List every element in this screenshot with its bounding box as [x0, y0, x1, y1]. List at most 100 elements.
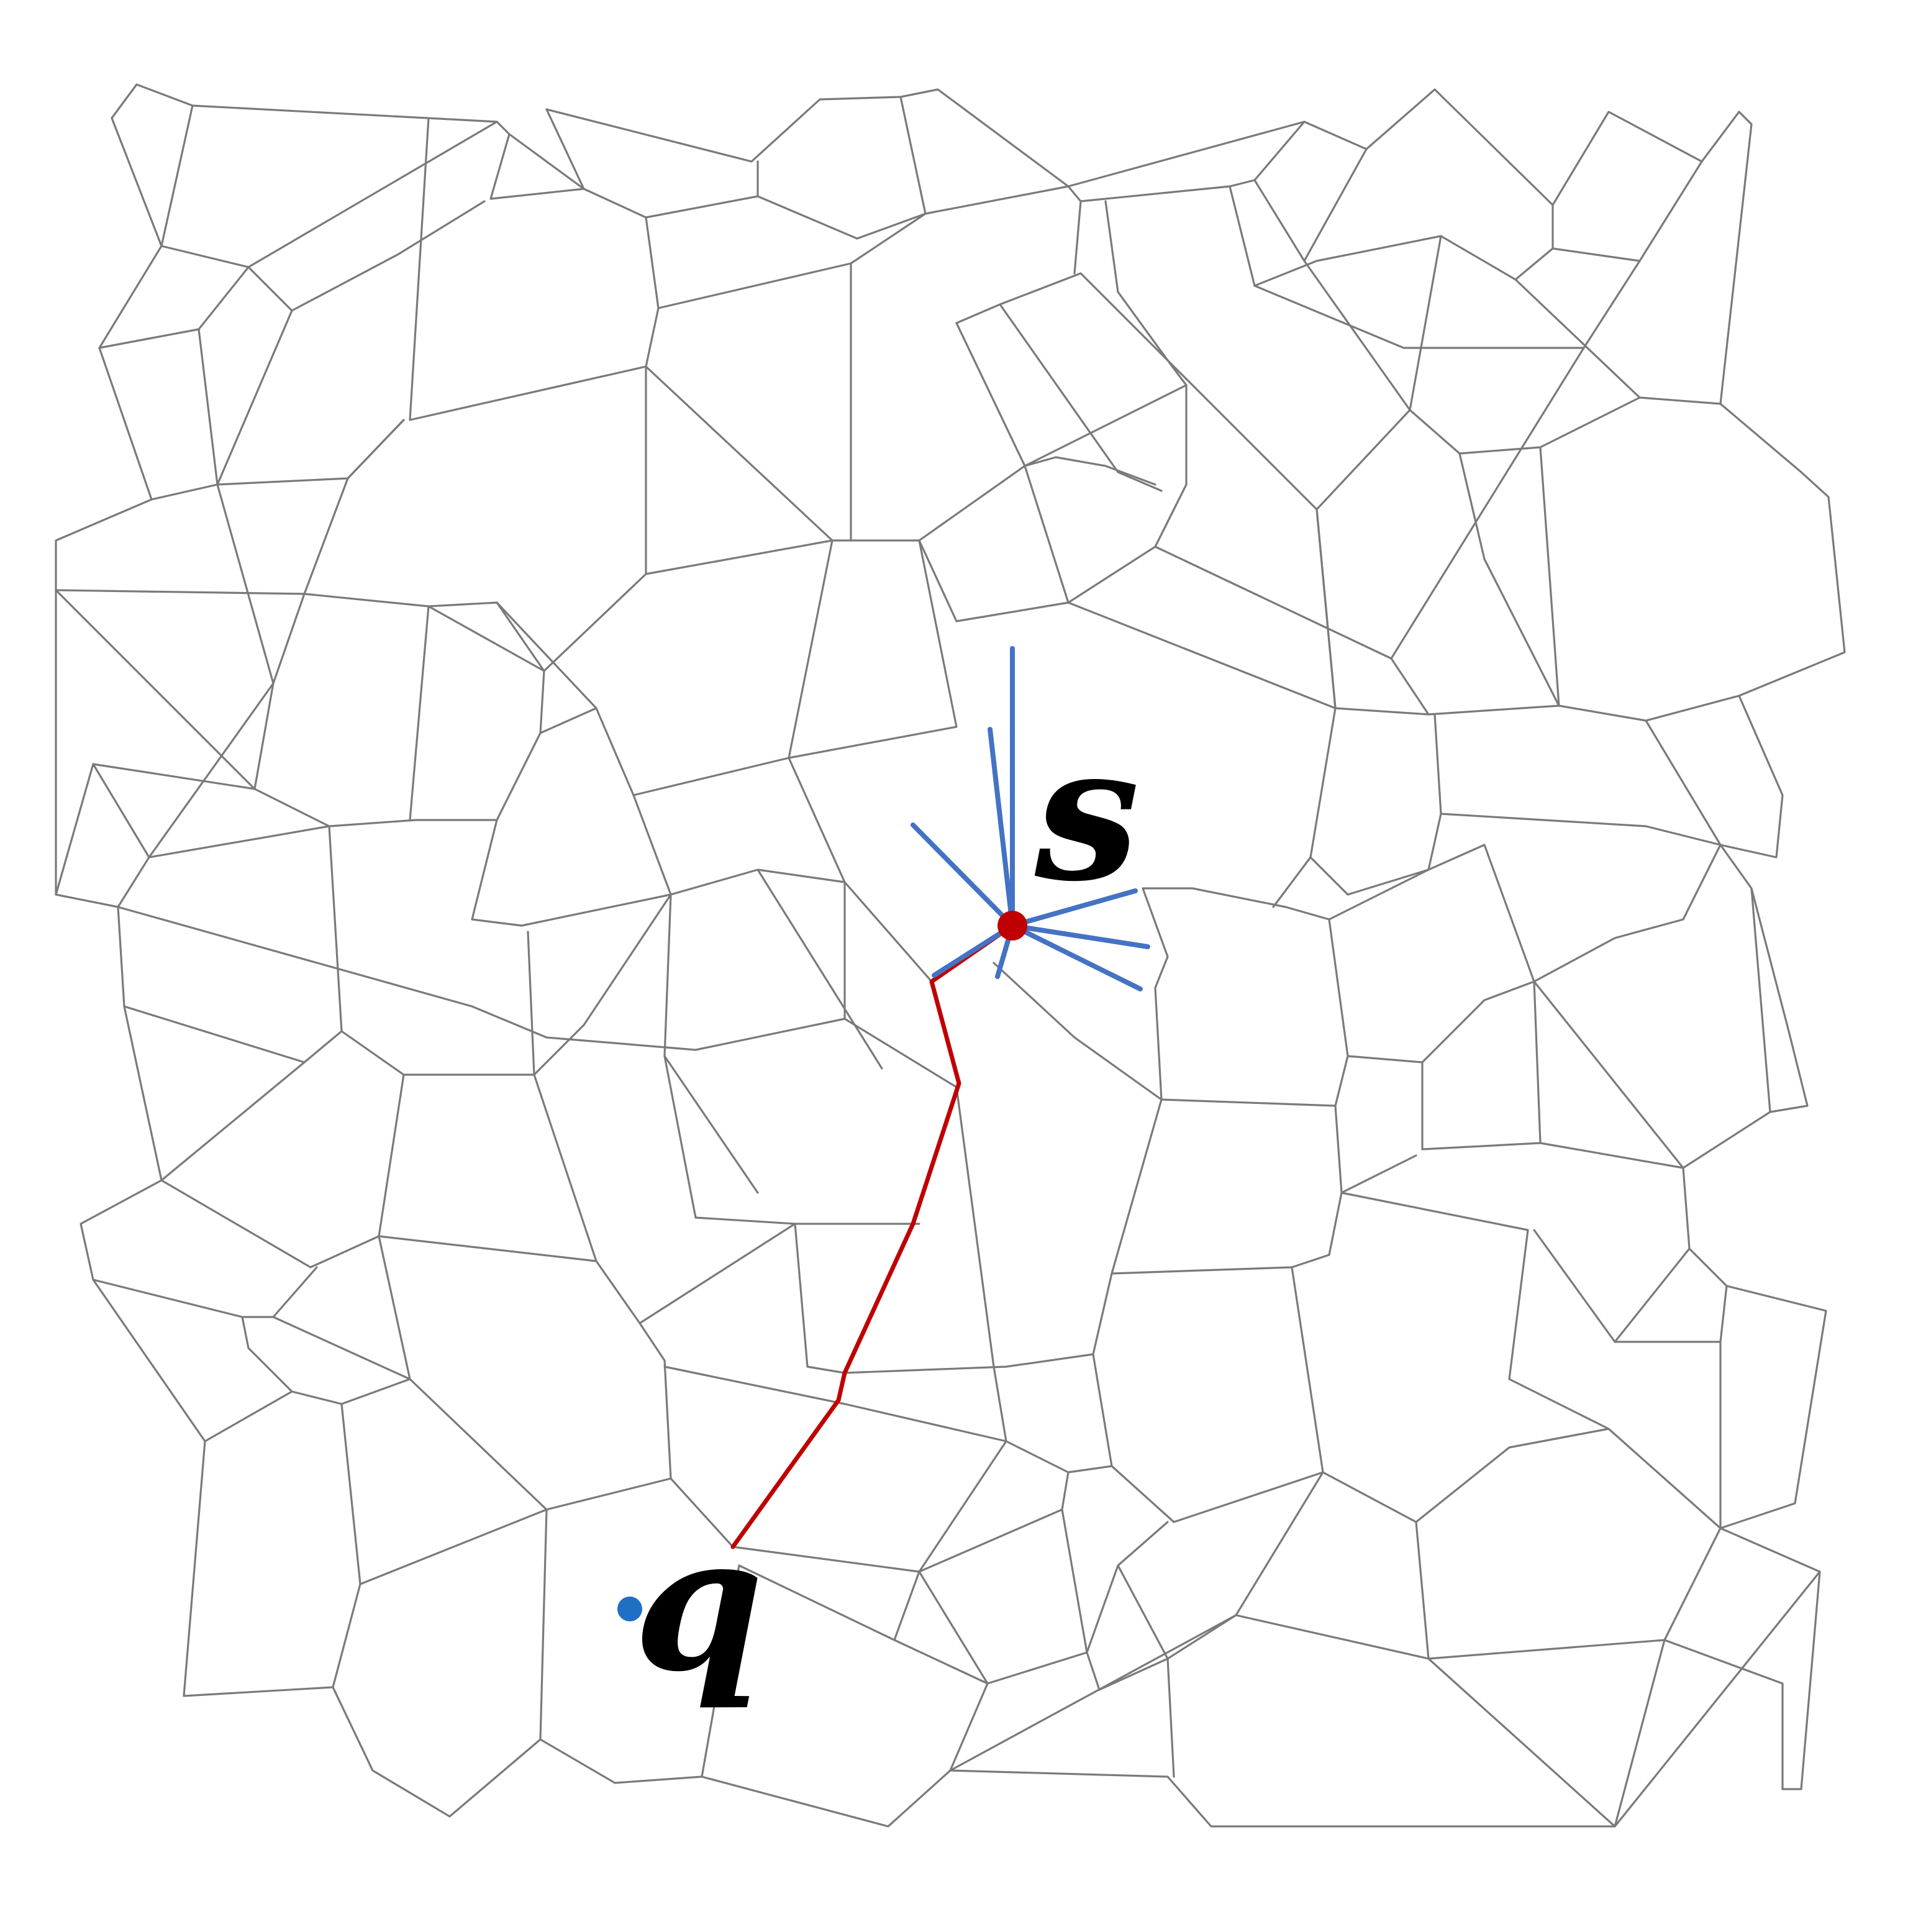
- mesh-edge: [1328, 1192, 1343, 1256]
- mesh-edge: [55, 856, 150, 908]
- mesh-edge: [508, 133, 660, 309]
- mesh-edge: [1427, 1527, 1722, 1660]
- mesh-edge: [632, 794, 796, 1225]
- mesh-edge: [92, 1235, 411, 1442]
- star-edge: [932, 923, 1015, 978]
- mesh-edge: [918, 384, 1188, 542]
- mesh-edge: [533, 1073, 597, 1262]
- mesh-edge: [918, 1508, 1063, 1573]
- mesh-edge: [183, 1440, 542, 1818]
- mesh-edge: [701, 1682, 989, 1828]
- shortest-path-line: [730, 923, 1015, 1549]
- mesh-edge: [409, 1378, 734, 1548]
- mesh-edge: [899, 96, 927, 215]
- mesh-edge: [1111, 1098, 1163, 1275]
- mesh-edge: [1117, 1564, 1175, 1778]
- mesh-edge: [955, 272, 1169, 362]
- mesh-edge: [999, 303, 1163, 492]
- mesh-edge: [241, 1316, 293, 1393]
- mesh-edge: [1347, 980, 1542, 1151]
- mesh-edge: [111, 117, 486, 312]
- mesh-edge: [272, 1316, 411, 1380]
- mesh-edge: [55, 477, 349, 595]
- mesh-edge: [55, 589, 545, 827]
- mesh-edge: [1614, 1285, 1728, 1343]
- mesh-edge: [1340, 1192, 1827, 1529]
- mesh-edge: [638, 1322, 672, 1480]
- mesh-edge: [409, 605, 430, 821]
- mesh-edge: [738, 1471, 1324, 1691]
- mesh-edge: [92, 1266, 318, 1318]
- mesh-edge: [1067, 601, 1337, 709]
- mesh-edge: [949, 1527, 1821, 1828]
- mesh-edge: [1409, 123, 1753, 455]
- mesh-edge: [1440, 695, 1784, 859]
- star-edge: [1010, 923, 1150, 949]
- mesh-edge: [955, 322, 1070, 604]
- mesh-edge: [993, 887, 1349, 1107]
- mesh-edge: [98, 245, 250, 349]
- mesh-edge: [788, 539, 834, 759]
- mesh-edge: [1079, 121, 1306, 203]
- query-label: q: [634, 1493, 764, 1713]
- mesh-edge: [533, 893, 672, 1076]
- mesh-edge: [1024, 456, 1156, 486]
- mesh-edge: [160, 104, 194, 247]
- mesh-edge: [80, 906, 163, 1281]
- mesh-edge: [1458, 452, 1560, 707]
- mesh-edge: [539, 707, 597, 734]
- mesh-edge: [1645, 719, 1722, 846]
- mesh-edge: [794, 1223, 1293, 1374]
- mesh-edge: [843, 881, 933, 983]
- mesh-edge: [1104, 200, 1188, 386]
- mesh-edge: [955, 1086, 1324, 1523]
- star-edge: [1010, 923, 1143, 991]
- source-label: s: [1032, 703, 1140, 923]
- mesh-edge: [98, 347, 405, 501]
- mesh-edge: [663, 1055, 759, 1194]
- source-point: [997, 911, 1027, 941]
- mesh-edge: [378, 1223, 920, 1324]
- mesh-edge: [645, 365, 834, 542]
- mesh-edge: [918, 1440, 1007, 1573]
- mesh-edge: [1235, 1521, 1430, 1660]
- mesh-edge: [117, 906, 846, 1051]
- mesh-edge: [1253, 260, 1641, 349]
- mesh-edge: [160, 1061, 405, 1269]
- mesh-edge: [1539, 446, 1560, 707]
- mesh-edge: [732, 1546, 989, 1685]
- mesh-edge: [1154, 545, 1392, 660]
- mesh-edge: [332, 1583, 361, 1688]
- mesh-edge: [663, 1365, 1007, 1442]
- mesh-edge: [1166, 179, 1411, 511]
- query-point: [617, 1597, 642, 1621]
- mesh-edge: [1334, 1105, 1417, 1194]
- mesh-edge: [496, 539, 958, 796]
- star-edge: [911, 822, 1015, 928]
- mesh-edge: [756, 868, 883, 1070]
- mesh-edge: [123, 931, 535, 1076]
- mesh-edge: [1061, 1471, 1169, 1654]
- mesh-edge: [893, 1570, 920, 1641]
- mesh-edge: [645, 195, 927, 240]
- mesh-edge: [949, 1614, 1237, 1772]
- mesh-edge: [1551, 160, 1703, 262]
- mesh-edge: [111, 83, 1753, 206]
- mesh-edge: [1092, 1353, 1113, 1467]
- mesh-edge: [247, 121, 498, 268]
- mesh-edge: [1533, 980, 1771, 1169]
- mesh-edge: [1229, 185, 1554, 287]
- mesh-edge: [347, 419, 405, 480]
- star-edge: [1010, 888, 1138, 928]
- mesh-edge: [1315, 403, 1846, 722]
- mesh-edge: [1291, 1254, 1610, 1523]
- mesh-edge: [843, 881, 958, 1088]
- mesh-edge: [55, 589, 275, 896]
- mesh-edges: [55, 83, 1846, 1828]
- mesh-edge: [1533, 1142, 1691, 1343]
- mesh-edge: [1328, 844, 1809, 1113]
- mesh-edge: [1427, 1657, 1616, 1828]
- mesh-edge: [1272, 856, 1312, 908]
- mesh-edge: [1614, 1570, 1821, 1828]
